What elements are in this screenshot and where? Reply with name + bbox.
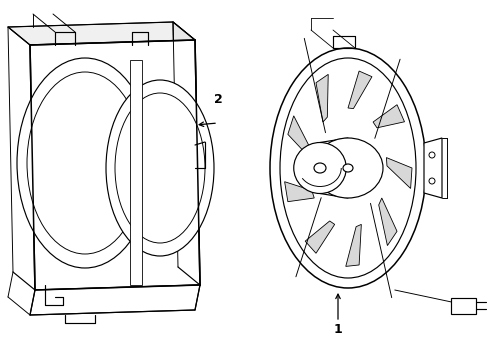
Ellipse shape bbox=[428, 152, 434, 158]
Polygon shape bbox=[8, 22, 195, 45]
Polygon shape bbox=[386, 158, 411, 189]
Polygon shape bbox=[378, 198, 396, 246]
Polygon shape bbox=[173, 22, 200, 285]
Text: 2: 2 bbox=[213, 93, 222, 106]
Polygon shape bbox=[305, 221, 334, 253]
Ellipse shape bbox=[293, 143, 346, 193]
Ellipse shape bbox=[17, 58, 153, 268]
Ellipse shape bbox=[342, 164, 352, 172]
Polygon shape bbox=[30, 40, 200, 290]
Polygon shape bbox=[347, 71, 371, 109]
Ellipse shape bbox=[428, 178, 434, 184]
Polygon shape bbox=[450, 298, 475, 314]
Ellipse shape bbox=[27, 72, 142, 254]
Ellipse shape bbox=[106, 80, 214, 256]
Polygon shape bbox=[287, 116, 310, 158]
Ellipse shape bbox=[269, 48, 425, 288]
Polygon shape bbox=[345, 224, 361, 266]
Polygon shape bbox=[284, 182, 314, 202]
Text: 1: 1 bbox=[333, 323, 342, 336]
Ellipse shape bbox=[115, 93, 204, 243]
Ellipse shape bbox=[313, 163, 325, 173]
Polygon shape bbox=[372, 105, 404, 128]
Ellipse shape bbox=[280, 58, 415, 278]
Polygon shape bbox=[130, 60, 142, 285]
Polygon shape bbox=[423, 138, 441, 198]
Polygon shape bbox=[315, 75, 327, 122]
Ellipse shape bbox=[312, 138, 382, 198]
Polygon shape bbox=[30, 285, 200, 315]
